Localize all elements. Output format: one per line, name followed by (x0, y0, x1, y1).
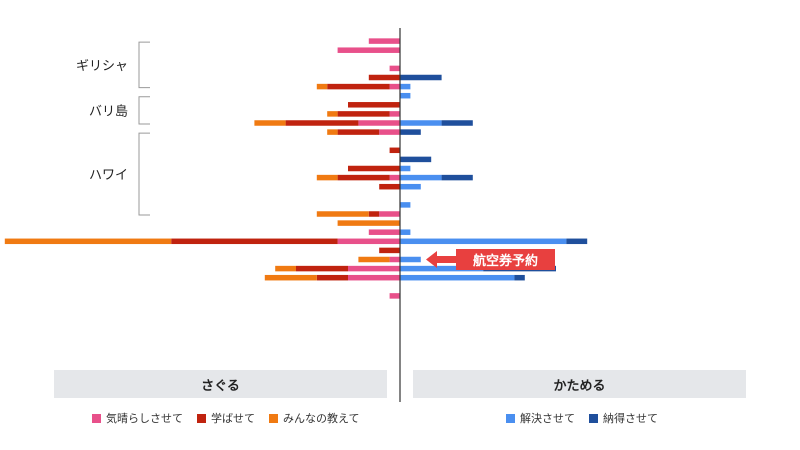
bar-left-row-17-series-3 (316, 174, 338, 181)
bar-right-row-28-series-2 (514, 274, 525, 281)
legend-label-series-3: みんなの教えて (283, 412, 360, 425)
annotation-callout: 航空券予約 (456, 249, 555, 270)
right-legend: 解決させて 納得させて (506, 410, 658, 426)
legend-item-series-2: 学ばせて (197, 410, 255, 426)
bar-left-row-24-series-2 (171, 238, 338, 245)
bar-right-row-18-series-1 (400, 183, 421, 190)
bar-left-row-24-series-3 (4, 238, 172, 245)
legend-item-series-5: 納得させて (589, 410, 658, 426)
bar-right-row-11-series-1 (400, 120, 442, 126)
bar-left-row-11-series-1 (358, 120, 400, 126)
bar-right-row-24-series-2 (566, 238, 588, 245)
legend-label-series-4: 解決させて (520, 412, 575, 425)
legend-swatch-series-5 (589, 413, 598, 423)
bar-right-row-8-series-1 (400, 92, 411, 99)
bar-left-row-7-series-1 (389, 83, 400, 90)
group-bracket-3 (138, 132, 150, 216)
bar-right-row-23-series-1 (400, 229, 411, 235)
bar-left-row-28-series-1 (348, 274, 400, 281)
bar-right-row-16-series-1 (400, 165, 411, 172)
bar-right-row-11-series-2 (441, 120, 473, 126)
bar-left-row-21-series-2 (368, 211, 380, 217)
bar-left-row-21-series-1 (379, 211, 400, 217)
bar-left-row-22-series-3 (337, 220, 400, 226)
bar-left-row-12-series-1 (379, 129, 400, 135)
legend-swatch-series-2 (197, 413, 206, 423)
bar-right-row-28-series-1 (400, 274, 515, 281)
bar-left-row-6-series-2 (368, 74, 400, 81)
bar-left-row-27-series-1 (348, 265, 400, 272)
bar-left-row-21-series-3 (316, 211, 369, 217)
bar-left-row-14-series-2 (389, 147, 400, 154)
bar-left-row-17-series-1 (389, 174, 400, 181)
group-label-2: バリ島 (89, 104, 128, 119)
bar-left-row-27-series-3 (275, 265, 296, 272)
bar-right-row-26-series-1 (400, 256, 421, 263)
bar-left-row-28-series-3 (264, 274, 317, 281)
bar-left-row-17-series-2 (337, 174, 390, 181)
bar-right-row-7-series-1 (400, 83, 411, 90)
bar-right-row-27-series-1 (400, 265, 484, 272)
bar-left-row-2-series-1 (368, 38, 400, 44)
bar-left-row-16-series-2 (348, 165, 400, 172)
bar-right-row-17-series-2 (441, 174, 473, 181)
legend-swatch-series-3 (269, 413, 278, 423)
bar-left-row-26-series-1 (389, 256, 400, 263)
bar-right-row-17-series-1 (400, 174, 442, 181)
legend-item-series-1: 気晴らしさせて (92, 410, 183, 426)
bar-left-row-11-series-2 (285, 120, 359, 126)
legend-swatch-series-4 (506, 413, 515, 423)
bar-right-row-20-series-1 (400, 202, 411, 208)
left-panel-label: さぐる (54, 370, 387, 398)
bar-left-row-25-series-2 (379, 247, 400, 254)
bar-right-row-24-series-1 (400, 238, 567, 245)
bar-left-row-26-series-3 (358, 256, 390, 263)
bar-left-row-24-series-1 (337, 238, 400, 245)
bar-left-row-7-series-3 (316, 83, 328, 90)
bar-right-row-12-series-2 (400, 129, 421, 135)
bar-left-row-10-series-2 (337, 111, 390, 117)
bar-left-row-9-series-2 (348, 102, 400, 108)
bar-left-row-12-series-2 (337, 129, 380, 135)
legend-swatch-series-1 (92, 413, 101, 423)
group-label-1: ギリシャ (76, 59, 128, 74)
bar-left-row-5-series-1 (389, 65, 400, 72)
left-legend: 気晴らしさせて 学ばせて みんなの教えて (92, 410, 359, 426)
bar-left-row-27-series-2 (296, 265, 348, 272)
bar-left-row-12-series-3 (327, 129, 338, 135)
bar-left-row-28-series-2 (316, 274, 348, 281)
group-bracket-1 (138, 41, 150, 89)
legend-item-series-4: 解決させて (506, 410, 575, 426)
bar-left-row-18-series-2 (379, 183, 400, 190)
bar-left-row-30-series-1 (389, 293, 400, 299)
bar-right-row-6-series-2 (400, 74, 442, 81)
bar-left-row-23-series-1 (368, 229, 400, 235)
bar-left-row-3-series-1 (337, 47, 400, 53)
group-label-3: ハワイ (89, 168, 128, 183)
group-bracket-2 (138, 96, 150, 125)
bar-right-row-15-series-2 (400, 156, 432, 163)
right-panel-label: かためる (413, 370, 746, 398)
legend-item-series-3: みんなの教えて (269, 410, 359, 426)
legend-label-series-5: 納得させて (603, 412, 658, 425)
legend-label-series-2: 学ばせて (211, 412, 255, 425)
bar-left-row-11-series-3 (254, 120, 286, 126)
legend-label-series-1: 気晴らしさせて (106, 412, 183, 425)
callout-arrow-icon (426, 251, 458, 268)
bar-left-row-10-series-3 (327, 111, 338, 117)
bar-left-row-7-series-2 (327, 83, 390, 90)
bar-left-row-10-series-1 (389, 111, 400, 117)
